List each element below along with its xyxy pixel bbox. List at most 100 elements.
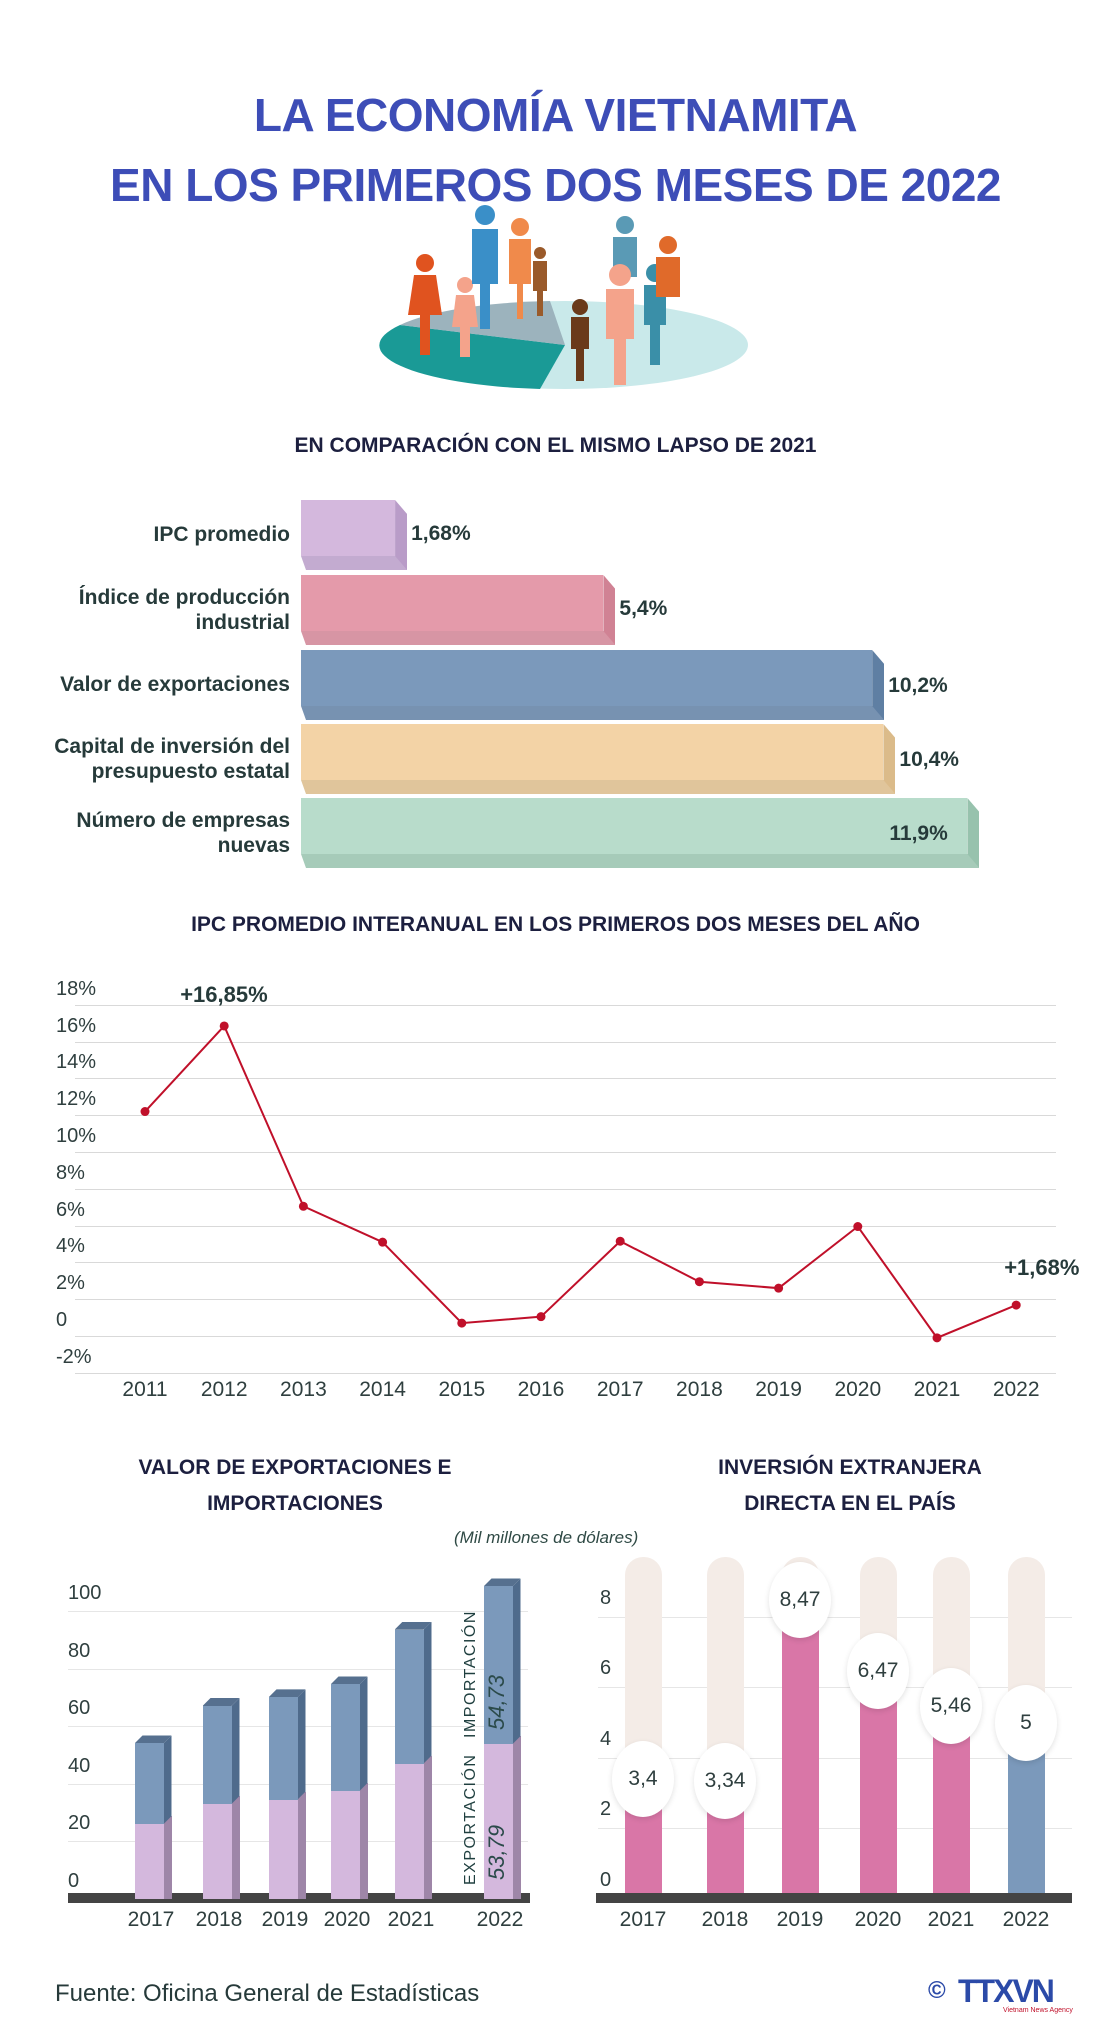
- import-bar-side: [298, 1689, 306, 1799]
- bar-face: [301, 798, 968, 854]
- y-tick-label: 40: [68, 1754, 91, 1777]
- export-bar-side: [297, 1791, 306, 1899]
- data-point: [694, 1277, 704, 1287]
- export-bar: [268, 1799, 298, 1899]
- import-bar: [394, 1629, 424, 1764]
- y-tick-label: 0: [56, 1309, 68, 1331]
- bar-category-label: Capital de inversión del presupuesto est…: [54, 735, 290, 783]
- data-point: [457, 1318, 467, 1328]
- gridline: [75, 1262, 1056, 1264]
- x-tick-label: 2020: [834, 1378, 882, 1401]
- x-tick-label: 2014: [359, 1378, 406, 1401]
- bar-side: [883, 724, 896, 794]
- bar-value-label: 10,2%: [888, 674, 948, 697]
- cpi-line: [144, 1024, 1017, 1340]
- y-tick-label: 0: [68, 1870, 80, 1892]
- y-tick-label: 14%: [56, 1051, 97, 1074]
- y-tick-label: 10%: [56, 1125, 97, 1147]
- x-tick-label: 2019: [776, 1908, 824, 1931]
- gridline: [75, 1188, 1056, 1190]
- import-bar: [330, 1684, 360, 1791]
- gridline: [75, 1225, 1056, 1227]
- x-tick-label: 2017: [596, 1378, 644, 1401]
- bar-bottom: [301, 780, 896, 794]
- x-tick-label: 2022: [1002, 1908, 1050, 1931]
- y-tick-label: 2: [600, 1798, 612, 1821]
- x-tick-label: 2022: [476, 1908, 524, 1931]
- logo-subtext: Vietnam News Agency: [1003, 2007, 1073, 2014]
- comparison-bar: [301, 798, 981, 868]
- bar-value-label: 1,68%: [411, 522, 471, 545]
- import-bar-side: [164, 1735, 172, 1824]
- series-label-import: IMPORTACIÓN: [462, 1610, 479, 1738]
- trade-chart-title: VALOR DE EXPORTACIONES E IMPORTACIONES: [138, 1456, 452, 1515]
- gridline: [75, 1299, 1056, 1301]
- x-tick-label: 2019: [261, 1908, 309, 1931]
- fdi-bar: [781, 1600, 819, 1899]
- gridline: [68, 1611, 528, 1612]
- bar-bottom: [301, 631, 616, 645]
- y-tick-label: 8: [600, 1586, 612, 1609]
- bar-side: [872, 650, 885, 720]
- data-point: [378, 1237, 388, 1247]
- bar-value-label: 11,9%: [889, 822, 948, 845]
- fdi-value-label: 8,47: [769, 1562, 831, 1638]
- fdi-chart-title: INVERSIÓN EXTRANJERA DIRECTA EN EL PAÍS: [718, 1456, 982, 1515]
- x-tick-label: 2022: [992, 1378, 1040, 1401]
- title-line-2: EN LOS PRIMEROS DOS MESES DE 2022: [110, 159, 1001, 211]
- bar-bottom: [301, 854, 980, 868]
- bar-category-label: IPC promedio: [153, 523, 290, 546]
- x-tick-label: 2019: [755, 1378, 802, 1401]
- x-tick-label: 2021: [913, 1378, 961, 1401]
- copyright-icon: ©: [928, 1977, 946, 2004]
- data-point: [774, 1283, 784, 1293]
- import-bar: [202, 1706, 232, 1804]
- x-tick-label: 2021: [387, 1908, 435, 1931]
- people-icon: [408, 205, 680, 385]
- import-bar-side: [360, 1676, 368, 1791]
- y-tick-label: 4%: [56, 1235, 85, 1258]
- x-tick-label: 2020: [323, 1908, 371, 1931]
- y-tick-label: 60: [68, 1697, 91, 1720]
- series-label-export: EXPORTACIÓN: [462, 1753, 479, 1885]
- bar-bottom: [301, 556, 408, 570]
- fdi-value-label: 5,46: [920, 1668, 982, 1745]
- bar-category-label: Índice de producción industrial: [78, 586, 290, 634]
- bar-face: [301, 575, 604, 631]
- bar-category-label: Número de empresas nuevas: [76, 809, 290, 857]
- x-tick-label: 2013: [280, 1378, 327, 1401]
- import-value-label: 54,73: [484, 1674, 509, 1730]
- gridline: [75, 1372, 1056, 1374]
- gridline: [75, 1336, 1056, 1337]
- bar-value-label: 5,4%: [619, 597, 668, 620]
- x-tick-label: 2011: [122, 1378, 168, 1401]
- y-tick-label: 0: [600, 1869, 612, 1891]
- bar-face: [301, 500, 396, 556]
- x-tick-label: 2018: [676, 1378, 723, 1401]
- y-tick-label: -2%: [56, 1345, 92, 1368]
- bar-side: [603, 575, 616, 645]
- logo-text: TTXVN: [958, 1973, 1055, 2009]
- bar-face: [301, 650, 873, 706]
- y-tick-label: 100: [68, 1582, 102, 1604]
- comparison-bar: [301, 575, 617, 645]
- import-bar-top: [135, 1735, 172, 1743]
- x-tick-label: 2017: [619, 1908, 667, 1931]
- export-bar-side: [423, 1755, 432, 1899]
- y-tick-label: 20: [68, 1812, 91, 1835]
- data-point: [298, 1201, 308, 1211]
- import-bar-side: [232, 1698, 240, 1804]
- bar-side: [967, 798, 980, 868]
- gridline: [75, 1041, 1056, 1043]
- bar-side: [395, 500, 408, 570]
- title-line-1: LA ECONOMÍA VIETNAMITA: [253, 89, 858, 141]
- import-bar-top: [269, 1689, 306, 1697]
- gridline: [598, 1616, 1072, 1618]
- export-bar: [330, 1791, 360, 1899]
- gridline: [598, 1757, 1072, 1759]
- comparison-title: EN COMPARACIÓN CON EL MISMO LAPSO DE 202…: [294, 434, 817, 457]
- export-bar: [483, 1744, 513, 1899]
- fdi-value-label: 3,34: [694, 1743, 756, 1820]
- gridline: [75, 1004, 1056, 1006]
- import-bar-side: [424, 1622, 432, 1764]
